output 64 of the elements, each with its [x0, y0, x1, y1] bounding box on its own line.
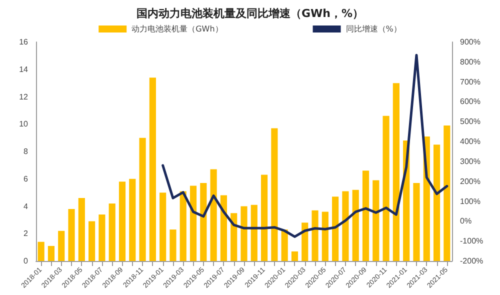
y-tick-label: 4: [24, 202, 29, 211]
bar: [118, 182, 126, 261]
y2-tick-label: 900%: [460, 38, 480, 46]
bar: [382, 116, 390, 261]
y-tick-label: 6: [24, 174, 29, 184]
bar: [48, 246, 55, 261]
bar: [281, 230, 288, 261]
bar: [444, 125, 450, 261]
bar: [250, 204, 258, 261]
y2-tick-label: -100%: [460, 236, 484, 246]
bar: [342, 191, 349, 261]
bar: [210, 169, 217, 261]
bar: [88, 221, 96, 261]
legend-label: 同比增速（%）: [346, 24, 402, 34]
bar: [291, 251, 298, 261]
bar: [180, 191, 186, 261]
y-tick-label: 10: [19, 120, 29, 129]
bar: [170, 230, 176, 261]
bar: [149, 78, 156, 261]
bar: [38, 242, 44, 261]
y2-tick-label: 700%: [460, 77, 480, 86]
bar: [58, 230, 65, 261]
legend-label: 动力电池装机量（GWh）: [132, 24, 223, 34]
bar: [129, 178, 136, 261]
y2-tick-label: 100%: [460, 196, 480, 206]
bar: [352, 190, 359, 261]
bar: [230, 213, 238, 261]
bar: [372, 180, 380, 261]
bar: [78, 198, 85, 261]
bar: [200, 182, 207, 261]
bar: [413, 182, 420, 261]
bar: [312, 210, 318, 261]
chart-title: 国内动力电池装机量及同比增速（GWh，%）: [136, 7, 364, 20]
bar: [139, 138, 146, 261]
bar: [392, 83, 400, 261]
y2-tick-label: 300%: [460, 156, 480, 166]
bar: [190, 186, 197, 261]
y-tick-label: 0: [24, 256, 29, 266]
y2-tick-label: 600%: [460, 97, 480, 106]
y2-tick-label: 200%: [460, 176, 480, 186]
y-tick-label: 8: [24, 147, 29, 156]
bar: [302, 222, 308, 261]
line-series: [162, 54, 448, 238]
bar: [271, 128, 278, 261]
bar: [260, 174, 268, 261]
y-tick-label: 2: [24, 229, 29, 238]
bar: [108, 204, 116, 261]
y2-tick-label: -200%: [460, 256, 484, 266]
y2-tick-label: 500%: [460, 117, 480, 126]
y-tick-label: 16: [19, 38, 29, 46]
y-tick-label: 14: [19, 64, 29, 74]
bar: [98, 214, 106, 261]
bar: [160, 192, 166, 261]
bar: [362, 170, 370, 261]
bar: [240, 206, 248, 261]
y2-tick-label: 0%: [460, 216, 472, 226]
bar: [322, 212, 328, 261]
bar: [220, 195, 228, 261]
bar: [433, 144, 440, 261]
y2-tick-label: 800%: [460, 57, 480, 66]
bar: [332, 196, 339, 261]
bar: [68, 208, 75, 261]
y2-tick-label: 400%: [460, 137, 480, 146]
y-tick-label: 12: [19, 92, 29, 102]
